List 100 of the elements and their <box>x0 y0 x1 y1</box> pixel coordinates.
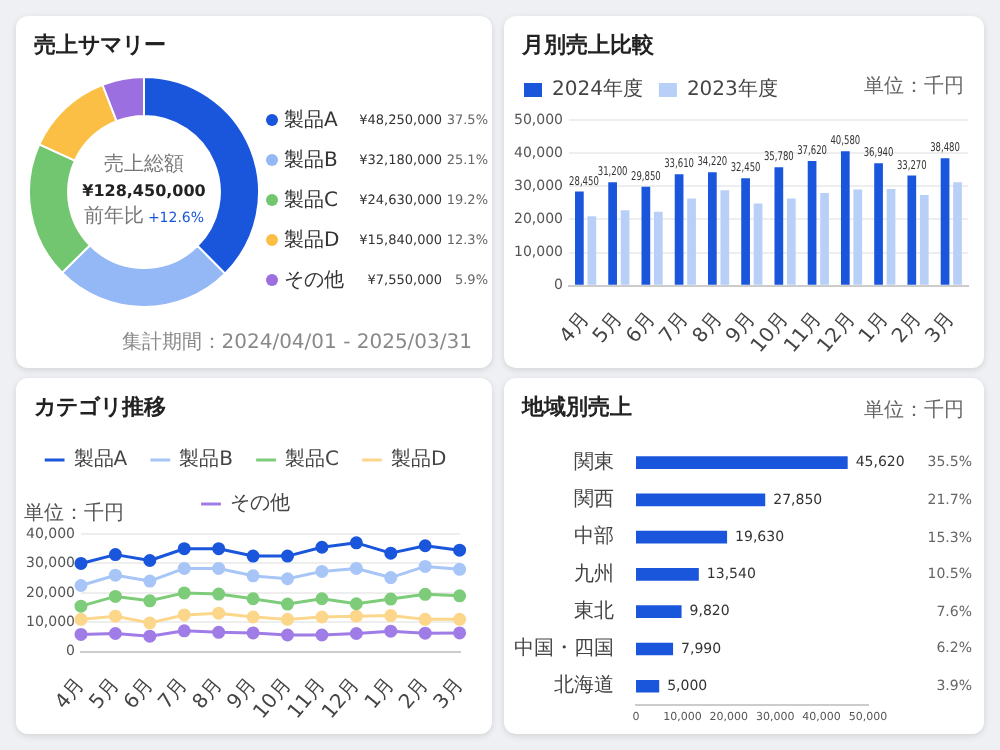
point <box>453 589 467 603</box>
point <box>177 586 191 600</box>
y-tick-label: 中国・四国 <box>514 636 614 661</box>
point <box>143 574 157 588</box>
y-tick-label: 北海道 <box>554 673 614 698</box>
point <box>281 572 295 586</box>
point <box>246 549 260 563</box>
text: 集計期間：2024/04/01 - 2025/03/31 <box>121 329 472 356</box>
bar <box>741 178 750 285</box>
x-tick-label: 4月 <box>51 674 90 714</box>
bar <box>636 530 728 544</box>
point <box>143 594 157 608</box>
text: ¥128,450,000 <box>80 180 208 204</box>
x-tick-label: 7月 <box>656 308 694 348</box>
text: 前年比 <box>83 206 144 228</box>
point <box>453 626 467 640</box>
legend-label: 製品C <box>285 447 340 472</box>
bar <box>774 167 784 285</box>
point <box>74 579 88 593</box>
bar <box>575 191 584 285</box>
legend-label: 製品C <box>284 187 340 214</box>
point <box>143 629 157 643</box>
point <box>108 568 122 582</box>
point <box>315 610 329 624</box>
bar <box>919 194 929 285</box>
bar <box>636 568 699 581</box>
point <box>108 609 122 623</box>
legend-label: 2024年度 <box>552 77 643 102</box>
x-tick-label: 2月 <box>888 308 927 348</box>
chart-title: 月別売上比較 <box>522 30 654 60</box>
point <box>384 571 398 585</box>
point <box>418 539 432 553</box>
bar <box>620 210 630 285</box>
bar <box>587 216 597 285</box>
point <box>349 597 363 611</box>
bar <box>874 163 883 285</box>
point <box>384 592 398 606</box>
point <box>177 542 191 556</box>
legend-label: その他 <box>284 268 346 294</box>
x-tick-label: 5月 <box>86 674 124 714</box>
point <box>384 609 398 623</box>
y-tick-label: 東北 <box>574 598 614 623</box>
point <box>108 548 122 562</box>
point <box>384 624 398 638</box>
bar <box>940 158 950 285</box>
point <box>246 626 260 640</box>
legend-label: 製品D <box>390 447 447 472</box>
point <box>246 569 260 583</box>
bar <box>636 642 674 656</box>
point <box>74 627 88 641</box>
text: 売上総額 <box>102 152 186 178</box>
bar <box>707 172 717 285</box>
point <box>349 609 363 623</box>
legend-label: 製品B <box>179 447 234 472</box>
legend-label: 製品B <box>284 147 340 174</box>
point <box>281 612 295 626</box>
legend-label: 製品D <box>284 227 342 254</box>
point <box>315 628 329 642</box>
point <box>453 562 467 576</box>
bar <box>641 186 651 285</box>
point <box>212 587 226 601</box>
bar <box>953 182 962 285</box>
point <box>143 616 157 630</box>
x-tick-label: 6月 <box>622 308 661 348</box>
point <box>315 592 329 606</box>
bar <box>853 189 863 285</box>
point <box>143 554 157 567</box>
y-tick-label: 関西 <box>574 489 614 512</box>
point <box>246 592 260 606</box>
text: 単位：千円 <box>864 397 964 424</box>
x-tick-label: 4月 <box>556 308 595 348</box>
legend-label: 2023年度 <box>686 77 778 102</box>
point <box>418 612 432 626</box>
bar <box>720 190 730 285</box>
point <box>281 549 295 563</box>
x-tick-label: 1月 <box>361 674 400 714</box>
bar <box>820 192 829 285</box>
point <box>177 561 191 575</box>
point <box>74 599 88 613</box>
point <box>177 608 191 622</box>
point <box>212 542 226 556</box>
bar <box>674 174 684 285</box>
point <box>212 606 226 620</box>
bar <box>753 203 763 285</box>
point <box>74 556 88 570</box>
bar <box>636 456 848 469</box>
point <box>418 559 432 573</box>
point <box>349 536 363 550</box>
bar <box>807 161 817 285</box>
y-axis-title: 単位：千円 <box>24 501 124 526</box>
point <box>418 626 432 640</box>
point <box>453 543 467 557</box>
legend-label: その他 <box>230 491 290 516</box>
bar <box>636 493 766 507</box>
point <box>281 597 295 611</box>
bar <box>886 188 896 285</box>
point <box>177 624 191 638</box>
point <box>349 561 363 575</box>
x-tick-label: 7月 <box>154 674 193 714</box>
bar <box>636 679 660 693</box>
